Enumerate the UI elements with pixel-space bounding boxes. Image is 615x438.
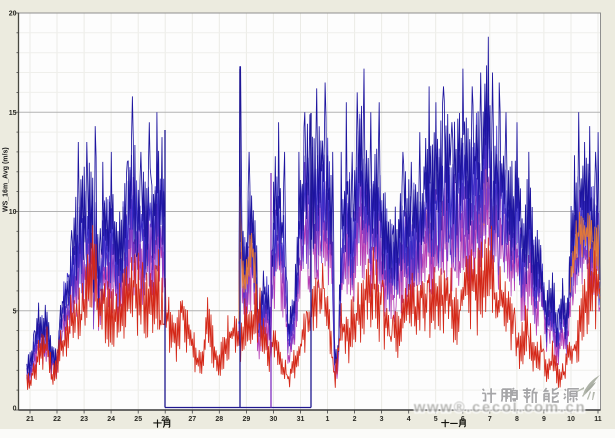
svg-text:24: 24 [107,416,115,423]
svg-text:4: 4 [407,416,411,423]
svg-text:10: 10 [567,416,575,423]
svg-text:WS_16m_Avg (m/s): WS_16m_Avg (m/s) [3,147,10,212]
svg-text:9: 9 [542,416,546,423]
svg-text:www®.cecol.com.cn: www®.cecol.com.cn [413,399,586,416]
svg-text:3: 3 [380,416,384,423]
svg-text:10: 10 [9,209,17,216]
svg-text:28: 28 [215,416,223,423]
svg-text:31: 31 [297,416,305,423]
svg-text:21: 21 [26,416,34,423]
svg-text:20: 20 [9,11,17,18]
svg-text:23: 23 [80,416,88,423]
svg-text:11: 11 [594,416,602,423]
svg-text:25: 25 [134,416,142,423]
svg-text:26: 26 [161,416,169,423]
svg-text:30: 30 [270,416,278,423]
svg-text:27: 27 [188,416,196,423]
svg-text:7: 7 [488,416,492,423]
svg-text:22: 22 [53,416,61,423]
svg-text:0: 0 [13,406,17,413]
svg-text:8: 8 [515,416,519,423]
svg-text:1: 1 [326,416,330,423]
svg-text:5: 5 [13,308,17,315]
svg-text:5: 5 [434,416,438,423]
svg-text:2: 2 [353,416,357,423]
svg-text:29: 29 [243,416,251,423]
svg-text:15: 15 [9,110,17,117]
